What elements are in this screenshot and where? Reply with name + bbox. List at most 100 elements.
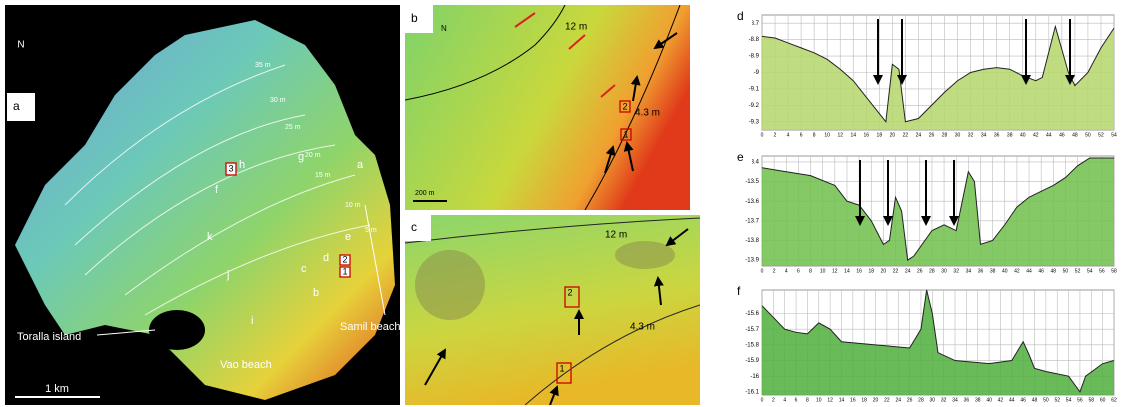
x-tick-label: 56 bbox=[1099, 268, 1105, 274]
panel-label-bg bbox=[405, 5, 433, 33]
x-tick-label: 10 bbox=[824, 132, 830, 138]
y-tick-label: -9.3 bbox=[749, 119, 760, 125]
x-tick-label: 40 bbox=[986, 397, 992, 403]
rock-outcrop bbox=[615, 241, 675, 269]
panel-label: a bbox=[13, 99, 20, 113]
x-tick-label: 46 bbox=[1038, 268, 1044, 274]
panel-label: c bbox=[411, 220, 417, 234]
y-tick-label: -9.1 bbox=[749, 87, 760, 93]
x-tick-label: 58 bbox=[1089, 397, 1095, 403]
map-a: 35 m 30 m 25 m 20 m 15 m 10 m 5 m a N g … bbox=[5, 5, 400, 405]
x-tick-label: 14 bbox=[850, 132, 856, 138]
x-tick-label: 12 bbox=[827, 397, 833, 403]
x-tick-label: 34 bbox=[966, 268, 972, 274]
depth-label: 4.3 m bbox=[630, 322, 655, 333]
x-tick-label: 50 bbox=[1043, 397, 1049, 403]
x-tick-label: 10 bbox=[816, 397, 822, 403]
x-tick-label: 46 bbox=[1059, 132, 1065, 138]
map-b: b N 12 m 4.3 m 2 1 200 m bbox=[405, 5, 690, 210]
panel-label-bg bbox=[730, 280, 752, 302]
panel-label: b bbox=[411, 11, 418, 25]
scale-label: 1 km bbox=[45, 383, 69, 395]
area-label: e bbox=[345, 231, 351, 243]
x-tick-label: 50 bbox=[1063, 268, 1069, 274]
y-tick-label: -13.5 bbox=[745, 179, 759, 185]
area-label: d bbox=[323, 252, 329, 264]
area-label: h bbox=[239, 159, 245, 171]
y-tick-label: -15.7 bbox=[745, 327, 759, 333]
y-tick-label: -9 bbox=[754, 70, 760, 76]
x-tick-label: 24 bbox=[905, 268, 911, 274]
x-tick-label: 52 bbox=[1054, 397, 1060, 403]
x-tick-label: 16 bbox=[850, 397, 856, 403]
x-tick-label: 18 bbox=[861, 397, 867, 403]
site-label: 1 bbox=[342, 266, 347, 276]
x-tick-label: 54 bbox=[1066, 397, 1072, 403]
x-tick-label: 46 bbox=[1020, 397, 1026, 403]
area-label: g bbox=[298, 151, 304, 163]
scale-label: 200 m bbox=[415, 190, 435, 197]
y-tick-label: -15.9 bbox=[745, 358, 759, 364]
x-tick-label: 36 bbox=[978, 268, 984, 274]
y-tick-label: -13.9 bbox=[745, 258, 759, 264]
x-tick-label: 14 bbox=[844, 268, 850, 274]
rock-outcrop bbox=[415, 250, 485, 320]
area-label: k bbox=[207, 231, 213, 243]
x-tick-label: 52 bbox=[1075, 268, 1081, 274]
x-tick-label: 50 bbox=[1085, 132, 1091, 138]
toralla-island bbox=[149, 310, 205, 350]
x-tick-label: 20 bbox=[873, 397, 879, 403]
x-tick-label: 22 bbox=[893, 268, 899, 274]
area-label: a bbox=[357, 159, 364, 171]
contour-label: 5 m bbox=[365, 227, 377, 234]
x-tick-label: 2 bbox=[774, 132, 777, 138]
y-tick-label: -8.8 bbox=[749, 37, 760, 43]
x-tick-label: 0 bbox=[761, 397, 764, 403]
x-tick-label: 12 bbox=[832, 268, 838, 274]
site-label: 3 bbox=[228, 163, 233, 173]
panel-label: e bbox=[737, 150, 744, 164]
contour-label: 25 m bbox=[285, 124, 301, 131]
depth-label: 12 m bbox=[565, 22, 587, 33]
x-tick-label: 14 bbox=[839, 397, 845, 403]
x-tick-label: 26 bbox=[929, 132, 935, 138]
place-label: Samil beach bbox=[340, 321, 400, 333]
y-tick-label: -9.2 bbox=[749, 103, 760, 109]
x-tick-label: 4 bbox=[783, 397, 786, 403]
y-tick-label: -15.8 bbox=[745, 342, 759, 348]
x-tick-label: 48 bbox=[1032, 397, 1038, 403]
north-label: N bbox=[441, 24, 447, 33]
x-tick-label: 16 bbox=[864, 132, 870, 138]
depth-label: 4.3 m bbox=[635, 108, 660, 119]
x-tick-label: 44 bbox=[1009, 397, 1015, 403]
x-tick-label: 36 bbox=[964, 397, 970, 403]
x-tick-label: 32 bbox=[968, 132, 974, 138]
y-tick-label: -13.6 bbox=[745, 199, 759, 205]
panel-label-bg bbox=[7, 93, 35, 121]
y-tick-label: -15.6 bbox=[745, 311, 759, 317]
x-tick-label: 0 bbox=[761, 268, 764, 274]
x-tick-label: 48 bbox=[1072, 132, 1078, 138]
x-tick-label: 2 bbox=[773, 268, 776, 274]
x-tick-label: 44 bbox=[1026, 268, 1032, 274]
x-tick-label: 58 bbox=[1111, 268, 1117, 274]
y-tick-label: -13.7 bbox=[745, 218, 759, 224]
x-tick-label: 8 bbox=[813, 132, 816, 138]
depth-label: 12 m bbox=[605, 230, 627, 241]
panel-label: d bbox=[737, 9, 744, 23]
x-tick-label: 6 bbox=[800, 132, 803, 138]
place-label: Toralla island bbox=[17, 331, 81, 343]
x-tick-label: 6 bbox=[795, 397, 798, 403]
contour-label: 35 m bbox=[255, 62, 271, 69]
y-tick-label: -13.8 bbox=[745, 238, 759, 244]
x-tick-label: 28 bbox=[929, 268, 935, 274]
x-tick-label: 40 bbox=[1020, 132, 1026, 138]
x-tick-label: 42 bbox=[1014, 268, 1020, 274]
x-tick-label: 30 bbox=[941, 268, 947, 274]
x-tick-label: 44 bbox=[1046, 132, 1052, 138]
x-tick-label: 34 bbox=[952, 397, 958, 403]
x-tick-label: 2 bbox=[772, 397, 775, 403]
x-tick-label: 56 bbox=[1077, 397, 1083, 403]
x-tick-label: 30 bbox=[930, 397, 936, 403]
x-tick-label: 60 bbox=[1100, 397, 1106, 403]
